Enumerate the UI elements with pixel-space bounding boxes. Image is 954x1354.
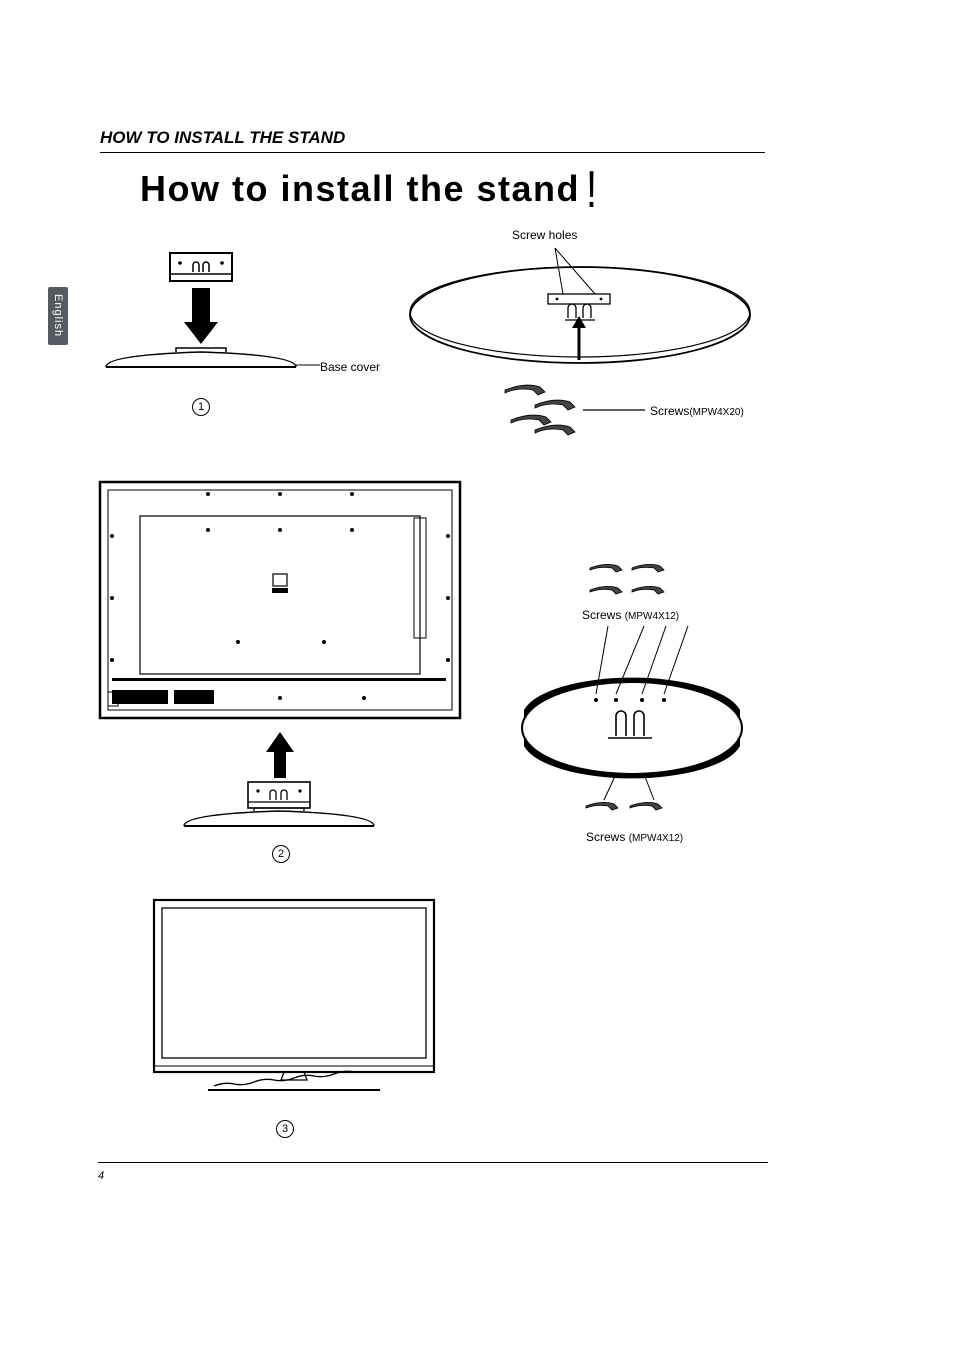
label-screws-word: Screws	[650, 404, 689, 418]
footer-rule	[98, 1162, 768, 1163]
header-rule	[100, 152, 765, 153]
title-exclamation: !	[586, 161, 599, 220]
label-screws-4x12-top: Screws (MPW4X12)	[582, 608, 679, 622]
step2-left-diagram	[98, 480, 468, 860]
step-3-number: 3	[276, 1120, 294, 1138]
page-number: 4	[98, 1170, 104, 1182]
title-text: How to install the stand	[140, 168, 580, 209]
page-title: How to install the stand!	[140, 166, 599, 211]
label-screws-word-2: Screws	[582, 608, 621, 622]
label-screws-4x20: Screws(MPW4X20)	[650, 404, 744, 418]
label-screw-holes: Screw holes	[512, 228, 577, 242]
label-screws-spec-3: (MPW4X12)	[629, 833, 683, 844]
step3-diagram	[148, 896, 448, 1116]
step1-left-diagram	[100, 248, 400, 428]
label-base-cover: Base cover	[320, 360, 380, 374]
label-screws-spec-2: (MPW4X12)	[625, 611, 679, 622]
step-2-number: 2	[272, 845, 290, 863]
label-screws-4x12-bottom: Screws (MPW4X12)	[586, 830, 683, 844]
label-screws-word-3: Screws	[586, 830, 625, 844]
step2-right-diagram	[520, 560, 780, 870]
language-tab: English	[48, 287, 68, 345]
section-header: HOW TO INSTALL THE STAND	[100, 128, 345, 148]
step-1-number: 1	[192, 398, 210, 416]
manual-page: English HOW TO INSTALL THE STAND How to …	[0, 0, 954, 1354]
label-screws-spec: (MPW4X20)	[689, 407, 743, 418]
